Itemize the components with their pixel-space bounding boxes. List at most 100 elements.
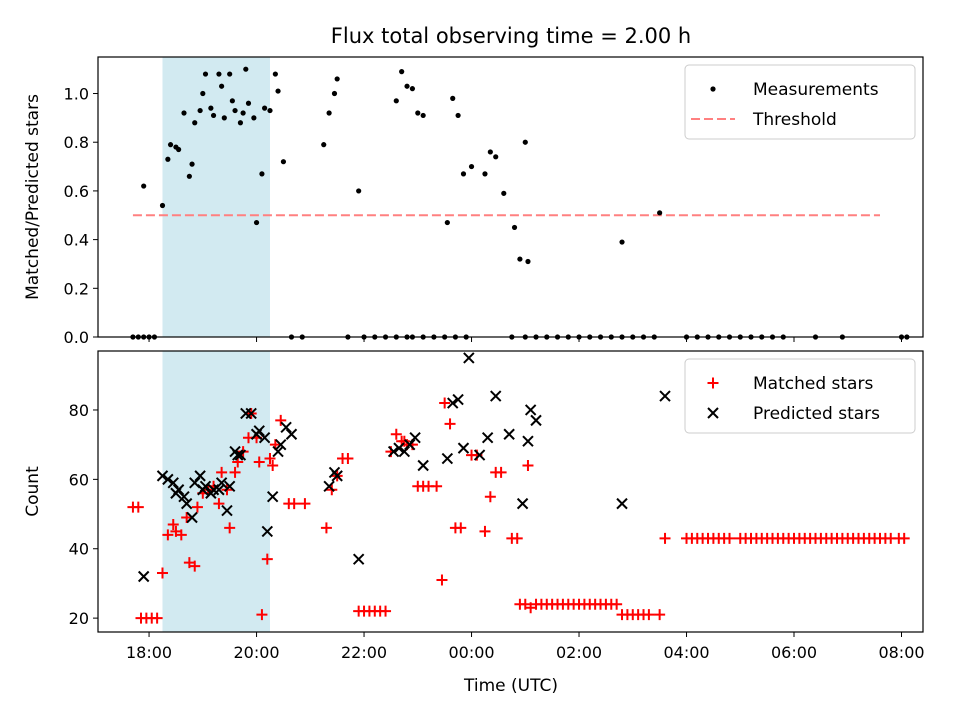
matched-stars-point: [253, 456, 265, 468]
measurements-point: [399, 69, 405, 75]
matched-stars-point: [444, 418, 456, 430]
count-panel-legend: Matched stars Predicted stars: [684, 358, 916, 434]
legend-marker-measurements: [710, 86, 716, 92]
predicted-stars-point: [285, 428, 298, 440]
matched-stars-point: [853, 532, 865, 544]
matched-stars-point: [175, 529, 187, 541]
matched-stars-point: [756, 532, 768, 544]
matched-stars-point: [511, 532, 523, 544]
measurements-point: [202, 71, 209, 77]
measurements-point: [393, 98, 399, 104]
y-tick-label: 20: [69, 609, 89, 628]
predicted-stars-point: [186, 511, 198, 524]
predicted-stars-point: [167, 477, 179, 489]
predicted-stars-point: [409, 432, 421, 444]
predicted-stars-point: [490, 390, 502, 402]
predicted-stars-point: [530, 414, 542, 427]
ratio-panel-marks: [130, 66, 910, 340]
measurements-point: [409, 86, 416, 92]
predicted-stars-point: [481, 432, 494, 444]
measurements-point: [280, 159, 287, 165]
measurements-point: [229, 98, 235, 104]
legend-marker-predicted-stars: [707, 407, 719, 419]
measurements-point: [176, 146, 182, 153]
matched-stars-point: [267, 459, 279, 471]
count-panel: 20 40 60 80 18:00 20:00 22:00 00:00 02:00 04:00 0…: [23, 350, 925, 662]
y-tick-label: 0.2: [64, 279, 89, 298]
matched-stars-point: [869, 532, 881, 544]
matched-stars-point: [189, 560, 201, 572]
matched-stars-point: [455, 522, 467, 534]
matched-stars-point: [713, 532, 725, 544]
matched-stars-point: [191, 501, 203, 513]
measurements-point: [159, 202, 166, 209]
predicted-stars-point: [275, 438, 287, 451]
predicted-stars-point: [172, 484, 185, 496]
measurements-point: [455, 112, 461, 119]
measurements-point: [450, 95, 456, 101]
x-tick-label: 22:00: [341, 643, 387, 662]
matched-stars-point: [879, 532, 891, 544]
x-axis-label: Time (UTC): [463, 676, 558, 696]
measurements-point: [181, 110, 187, 116]
predicted-stars-point: [463, 352, 475, 364]
predicted-stars-point: [441, 452, 454, 465]
predicted-stars-point: [457, 442, 470, 454]
measurements-point: [334, 76, 340, 82]
predicted-stars-point: [253, 425, 265, 437]
matched-stars-point: [772, 532, 784, 544]
matched-stars-point: [261, 553, 273, 565]
predicted-stars-point: [258, 432, 271, 444]
measurements-point: [468, 163, 475, 170]
figure-title: Flux total observing time = 2.00 h: [331, 24, 691, 48]
measurements-point: [189, 161, 195, 167]
measurements-point: [200, 90, 206, 97]
predicted-stars-point: [404, 438, 416, 451]
measurements-point: [240, 110, 246, 116]
measurements-point: [216, 71, 222, 77]
predicted-stars-point: [659, 390, 671, 402]
predicted-stars-point: [234, 449, 247, 461]
measurements-point: [221, 115, 227, 121]
measurements-point: [167, 142, 174, 148]
measurements-point: [517, 256, 523, 262]
predicted-stars-point: [199, 480, 212, 493]
predicted-stars-point: [331, 470, 343, 482]
legend-label-matched-stars: Matched stars: [753, 374, 873, 394]
matched-stars-point: [256, 609, 268, 621]
measurements-point: [243, 66, 249, 72]
ratio-panel-frame: [97, 56, 924, 338]
predicted-stars-point: [162, 473, 174, 486]
measurements-point: [272, 71, 278, 77]
matched-stars-point: [342, 453, 354, 465]
matched-stars-point: [740, 532, 752, 544]
x-tick-label: 02:00: [556, 643, 602, 662]
measurements-point: [227, 71, 233, 77]
matched-stars-point: [132, 501, 144, 513]
predicted-stars-point: [323, 480, 335, 493]
predicted-stars-point: [156, 470, 169, 482]
predicted-stars-point: [272, 445, 284, 458]
measurements-point: [326, 110, 332, 116]
matched-stars-point: [654, 609, 666, 621]
measurements-point: [259, 171, 265, 177]
legend-box: [684, 64, 916, 140]
ratio-panel-y-axis-label: Matched/Predicted stars: [23, 94, 43, 300]
matched-stars-point: [320, 522, 332, 534]
matched-stars-point: [216, 466, 228, 478]
measurements-point: [493, 154, 499, 160]
measurements-point: [197, 107, 203, 114]
matched-stars-point: [436, 574, 448, 586]
matched-stars-point: [691, 532, 703, 544]
matched-stars-point: [275, 414, 287, 426]
count-panel-y-ticks: 20 40 60 80: [69, 401, 98, 628]
predicted-stars-point: [194, 470, 206, 482]
matched-stars-point: [213, 498, 225, 510]
predicted-stars-point: [393, 442, 405, 454]
legend-label-threshold: Threshold: [752, 110, 837, 130]
y-tick-label: 0.4: [64, 231, 89, 250]
y-tick-label: 0.6: [64, 182, 89, 201]
predicted-stars-point: [213, 484, 225, 496]
measurements-point: [482, 171, 488, 177]
count-panel-frame: [97, 350, 924, 633]
